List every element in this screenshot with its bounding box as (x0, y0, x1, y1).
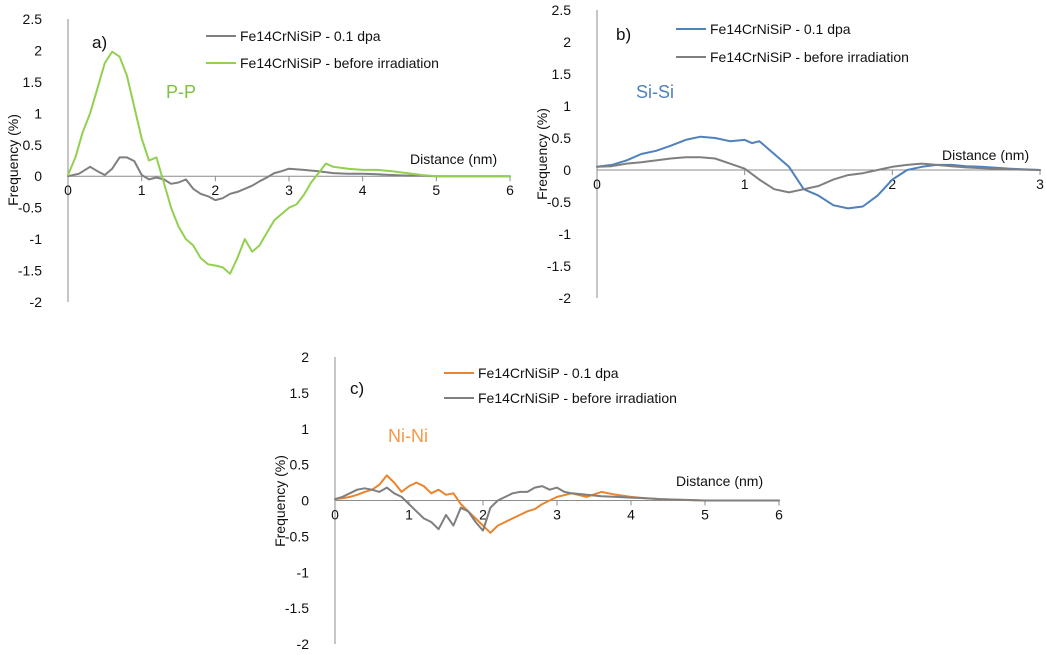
y-tick-label: -1 (297, 564, 310, 580)
y-axis-label: Frequency (%) (5, 114, 21, 206)
legend-entry-1: Fe14CrNiSiP - 0.1 dpa (240, 28, 381, 44)
y-axis-label: Frequency (%) (272, 455, 288, 547)
panel-label: c) (350, 379, 364, 398)
chart-panel-c: -2 -1.5 -1 -0.5 0 0.5 1 1.5 2 0 1 2 3 4 5 6 Distance (nm… (272, 349, 783, 652)
x-tick-label: 5 (432, 182, 440, 198)
y-tick-label: 2 (34, 42, 42, 58)
pair-label: Si-Si (636, 82, 674, 102)
pair-label: Ni-Ni (388, 426, 428, 446)
x-tick-label: 2 (479, 507, 487, 523)
y-tick-label: 1.5 (290, 385, 310, 401)
panel-label: b) (616, 25, 631, 44)
series-line-2 (596, 156, 1041, 194)
x-tick-label: 4 (627, 507, 635, 523)
x-tick-label: 6 (506, 182, 514, 198)
x-tick-label: 6 (775, 507, 783, 523)
y-tick-label: 2.5 (23, 11, 43, 27)
x-tick-label: 2 (211, 182, 219, 198)
x-axis-label: Distance (nm) (676, 473, 763, 489)
x-tick-label: 3 (1036, 176, 1044, 192)
x-tick-label: 1 (138, 182, 146, 198)
y-tick-label: -2 (297, 636, 310, 652)
x-tick-label: 5 (701, 507, 709, 523)
chart-panel-a: -2 -1.5 -1 -0.5 0 0.5 1 1.5 2 2.5 0 1 2 3 4 5 6 Distance … (5, 11, 514, 310)
x-tick-label: 3 (553, 507, 561, 523)
y-tick-label: -0.5 (285, 528, 309, 544)
legend-entry-2: Fe14CrNiSiP - before irradiation (478, 390, 677, 406)
y-tick-label: -1.5 (18, 263, 42, 279)
x-tick-label: 3 (285, 182, 293, 198)
x-tick-label: 4 (359, 182, 367, 198)
y-tick-label: 1.5 (23, 74, 43, 90)
series-line-2 (334, 485, 780, 532)
x-tick-label: 1 (405, 507, 413, 523)
panel-label: a) (92, 33, 107, 52)
y-tick-label: 0 (301, 493, 309, 509)
y-tick-label: -0.5 (18, 200, 42, 216)
y-tick-label: -2 (30, 294, 43, 310)
y-tick-label: 1.5 (552, 66, 572, 82)
x-axis-label: Distance (nm) (942, 147, 1029, 163)
legend-entry-2: Fe14CrNiSiP - before irradiation (240, 55, 439, 71)
y-tick-label: 0.5 (552, 130, 572, 146)
x-tick-label: 0 (331, 507, 339, 523)
y-tick-label: -2 (559, 290, 572, 306)
x-tick-label: 0 (64, 182, 72, 198)
chart-panel-b: -2 -1.5 -1 -0.5 0 0.5 1 1.5 2 2.5 0 1 2 3 Distance (nm… (534, 2, 1044, 306)
x-axis-label: Distance (nm) (410, 151, 497, 167)
x-tick-label: 0 (593, 176, 601, 192)
series-line-1 (67, 156, 511, 202)
y-tick-label: 0 (34, 168, 42, 184)
y-axis-label: Frequency (%) (534, 108, 550, 200)
y-tick-label: 2.5 (552, 2, 572, 18)
y-tick-label: -0.5 (547, 194, 571, 210)
legend-entry-2: Fe14CrNiSiP - before irradiation (710, 49, 909, 65)
pair-label: P-P (166, 82, 196, 102)
legend-entry-1: Fe14CrNiSiP - 0.1 dpa (710, 21, 851, 37)
y-tick-label: -1.5 (285, 600, 309, 616)
y-tick-label: -1 (30, 231, 43, 247)
legend-entry-1: Fe14CrNiSiP - 0.1 dpa (478, 365, 619, 381)
series-line-1 (334, 474, 780, 534)
y-tick-label: -1 (559, 226, 572, 242)
y-tick-label: 1 (34, 105, 42, 121)
y-tick-label: 0.5 (23, 137, 43, 153)
x-tick-label: 1 (741, 176, 749, 192)
series-line-2 (67, 50, 511, 275)
y-tick-label: 1 (563, 98, 571, 114)
y-tick-label: 2 (563, 34, 571, 50)
y-tick-label: 2 (301, 349, 309, 365)
y-tick-label: 1 (301, 421, 309, 437)
y-tick-label: 0.5 (290, 457, 310, 473)
y-tick-label: 0 (563, 162, 571, 178)
y-tick-label: -1.5 (547, 258, 571, 274)
x-tick-label: 2 (888, 176, 896, 192)
